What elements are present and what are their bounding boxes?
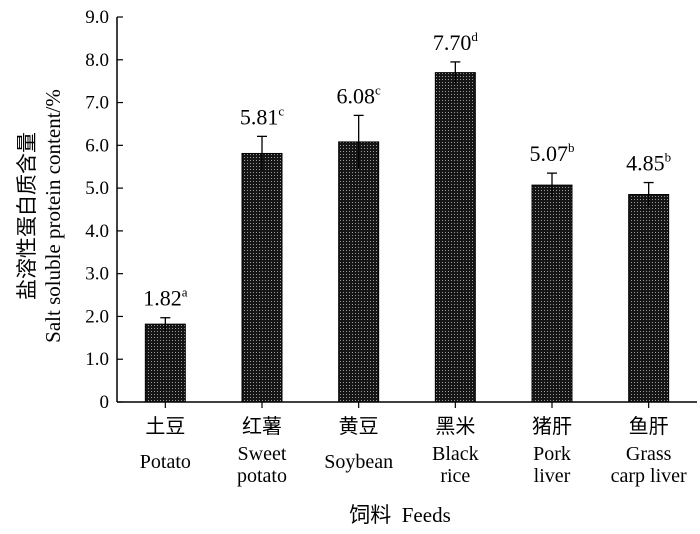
y-tick-label: 1.0 — [85, 349, 109, 370]
bar — [144, 323, 186, 403]
data-label: 7.70d — [433, 29, 479, 55]
y-tick-label: 8.0 — [85, 50, 109, 71]
category-label-chinese: 土豆 — [145, 415, 185, 438]
bar — [434, 72, 476, 403]
y-axis-label-chinese: 盐溶性蛋白质含量 — [15, 132, 39, 300]
bar — [628, 194, 670, 403]
y-tick-label: 2.0 — [85, 306, 109, 327]
y-tick-label: 0 — [100, 392, 110, 413]
bar — [241, 152, 283, 403]
category-label-english: Sweet — [238, 443, 287, 465]
category-label-chinese: 红薯 — [242, 415, 282, 438]
data-label: 6.08c — [337, 82, 382, 108]
x-axis-label: 饲料 Feeds — [349, 503, 451, 527]
category-label-english: liver — [534, 465, 571, 487]
category-label-chinese: 猪肝 — [532, 415, 572, 438]
y-axis-label-english: Salt soluble protein content/% — [41, 89, 65, 343]
category-label-english: Black — [432, 443, 479, 465]
y-tick-label: 4.0 — [85, 221, 109, 242]
category-label-english: Grass — [626, 443, 672, 465]
y-tick-label: 9.0 — [85, 7, 109, 28]
y-tick-label: 6.0 — [85, 135, 109, 156]
data-label: 5.07b — [530, 140, 575, 166]
category-label-english: Pork — [533, 443, 571, 465]
category-label-english: Soybean — [324, 451, 393, 473]
bar — [338, 141, 380, 403]
bar — [531, 184, 573, 403]
category-label-chinese: 黄豆 — [339, 415, 379, 438]
y-tick-label: 3.0 — [85, 264, 109, 285]
data-label: 5.81c — [240, 103, 285, 129]
category-label-english: rice — [440, 465, 470, 487]
category-label-english: carp liver — [611, 465, 687, 487]
y-tick-label: 7.0 — [85, 93, 109, 114]
plot-area: 0 1.0 2.0 3.0 4.0 5.0 6.0 7.0 8.0 9.0 1.82a 土豆 Potat… — [85, 7, 697, 487]
category-label-chinese: 鱼肝 — [629, 415, 669, 438]
category-label-chinese: 黑米 — [435, 415, 475, 438]
category-label-english: Potato — [140, 451, 191, 473]
data-label: 1.82a — [143, 285, 188, 311]
category-label-english: potato — [237, 465, 287, 487]
data-label: 4.85b — [626, 150, 671, 176]
y-tick-label: 5.0 — [85, 178, 109, 199]
